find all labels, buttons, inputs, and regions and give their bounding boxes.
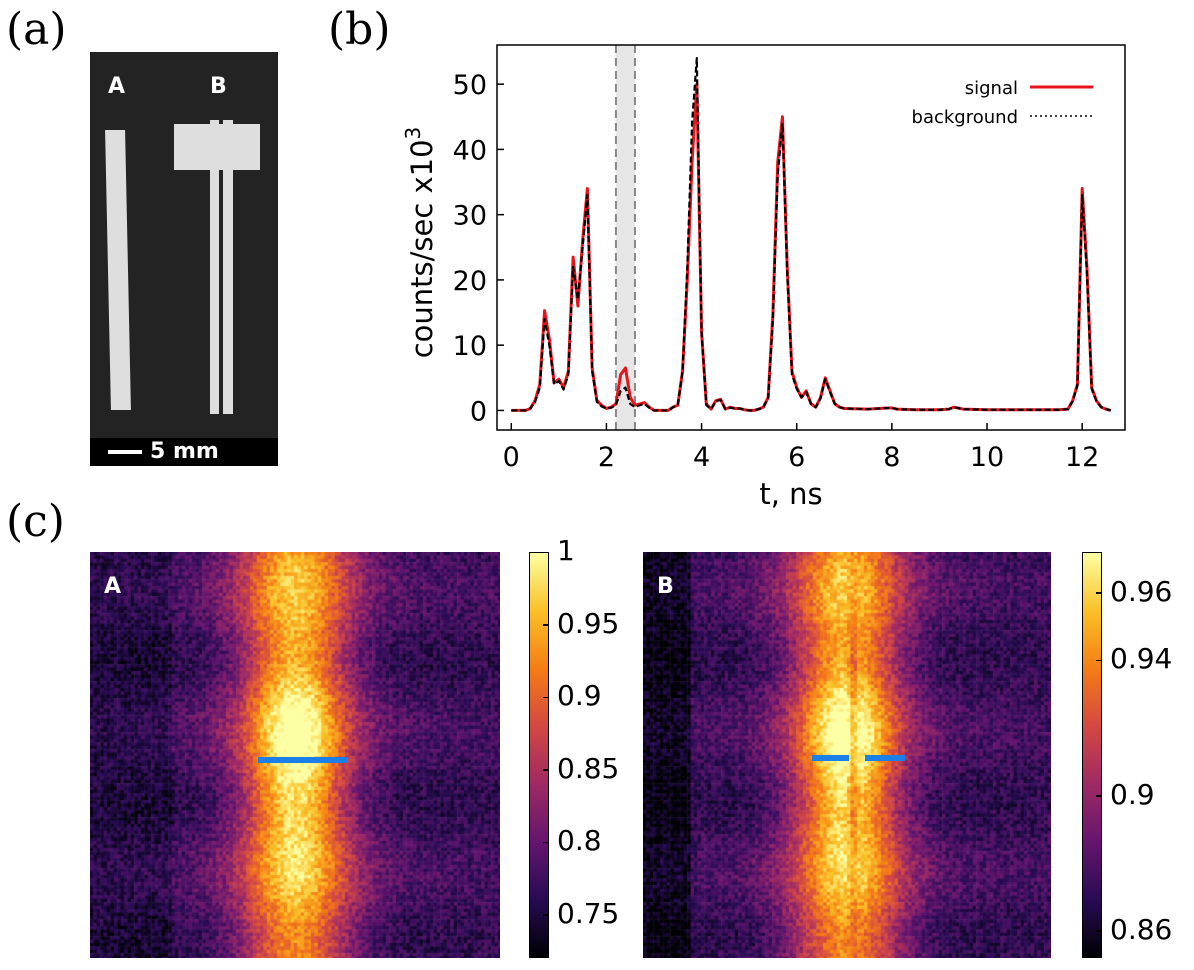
x-axis-label: t, ns (759, 477, 822, 511)
plot-frame (496, 44, 1126, 431)
x-tick-label: 12 (1065, 442, 1099, 473)
colorbar-tick-label: 0.86 (1110, 912, 1173, 946)
heatmap-b-marker-left (812, 755, 849, 761)
colorbar-tick-label: 0.85 (557, 751, 620, 785)
panel-label-c: (c) (6, 496, 65, 547)
colorbar-tick-label: 0.8 (557, 824, 602, 857)
colorbar-tick (543, 841, 549, 843)
colorbar-tick (543, 551, 549, 553)
shaded-window (615, 45, 635, 430)
sample-strip-b-left (210, 120, 219, 414)
scale-bar-line (108, 450, 142, 454)
x-tick-label: 8 (883, 442, 900, 473)
colorbar-tick (1096, 592, 1102, 594)
series-signal (511, 82, 1112, 412)
x-tick-label: 6 (788, 442, 805, 473)
panel-label-a: (a) (6, 4, 67, 55)
y-axis-label: counts/sec x103 (401, 127, 439, 359)
y-tick-label: 10 (453, 331, 487, 362)
x-tick-label: 0 (503, 442, 520, 473)
heatmap-a-image (90, 552, 500, 958)
x-tick-label: 2 (598, 442, 615, 473)
sample-strip-b-right (223, 120, 233, 414)
x-tick-label: 10 (970, 442, 1004, 473)
heatmap-a: A (90, 552, 500, 958)
sample-photo: A B 5 mm (90, 52, 278, 466)
y-tick-label: 0 (470, 396, 487, 427)
colorbar-tick (543, 696, 549, 698)
colorbar-tick-label: 0.9 (1110, 777, 1155, 811)
sample-b-label: B (210, 74, 227, 99)
sample-a-label: A (108, 74, 126, 99)
colorbar-tick (1096, 930, 1102, 932)
legend-label: signal (965, 78, 1018, 99)
colorbar-tick (543, 624, 549, 626)
series-background (511, 56, 1112, 412)
colorbar-tick (1096, 795, 1102, 797)
x-tick-label: 4 (693, 442, 710, 473)
colorbar-tick (543, 914, 549, 916)
y-axis-label-superscript: 3 (401, 127, 425, 140)
y-tick-label: 20 (453, 266, 487, 297)
legend-label: background (912, 107, 1018, 128)
scale-bar-label: 5 mm (150, 439, 219, 464)
colorbar-tick-label: 0.95 (557, 606, 620, 640)
heatmap-b-label: B (657, 574, 674, 599)
heatmap-a-label: A (104, 574, 122, 599)
colorbar-tick (543, 769, 549, 771)
y-tick-label: 50 (453, 70, 487, 101)
scale-bar: 5 mm (90, 438, 278, 466)
colorbar-tick-label: 0.96 (1110, 574, 1173, 608)
colorbar-a (529, 552, 549, 958)
heatmap-b: B (643, 552, 1051, 958)
colorbar-tick-label: 0.9 (557, 679, 602, 712)
colorbar-tick-label: 1 (557, 534, 575, 567)
panel-label-b: (b) (328, 4, 391, 55)
colorbar-tick (1096, 659, 1102, 662)
colorbar-tick-label: 0.94 (1110, 642, 1173, 676)
y-tick-label: 30 (453, 201, 487, 232)
colorbar-tick-label: 0.75 (557, 896, 620, 930)
heatmap-a-marker (258, 757, 348, 763)
y-tick-label: 40 (453, 135, 487, 166)
timing-chart: 0 2 4 6 8 10 12 0 10 20 30 40 50 t, ns counts/sec x103… (401, 44, 1126, 511)
heatmap-b-marker-right (865, 755, 905, 761)
colorbar-b (1082, 552, 1102, 958)
